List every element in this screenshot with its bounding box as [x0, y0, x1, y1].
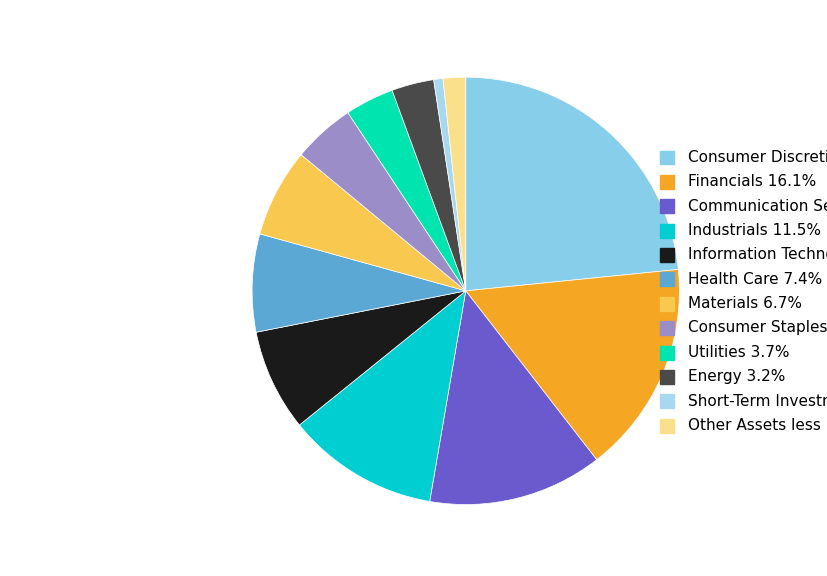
Wedge shape: [442, 77, 466, 291]
Legend: Consumer Discretionary 23.4%, Financials 16.1%, Communication Services 13.2%, In: Consumer Discretionary 23.4%, Financials…: [660, 149, 827, 433]
Wedge shape: [251, 234, 465, 332]
Wedge shape: [301, 113, 465, 291]
Wedge shape: [256, 291, 465, 425]
Wedge shape: [433, 78, 465, 291]
Wedge shape: [465, 270, 679, 460]
Wedge shape: [465, 77, 677, 291]
Wedge shape: [429, 291, 596, 505]
Wedge shape: [347, 90, 465, 291]
Wedge shape: [299, 291, 465, 502]
Wedge shape: [392, 79, 465, 291]
Wedge shape: [260, 155, 465, 291]
